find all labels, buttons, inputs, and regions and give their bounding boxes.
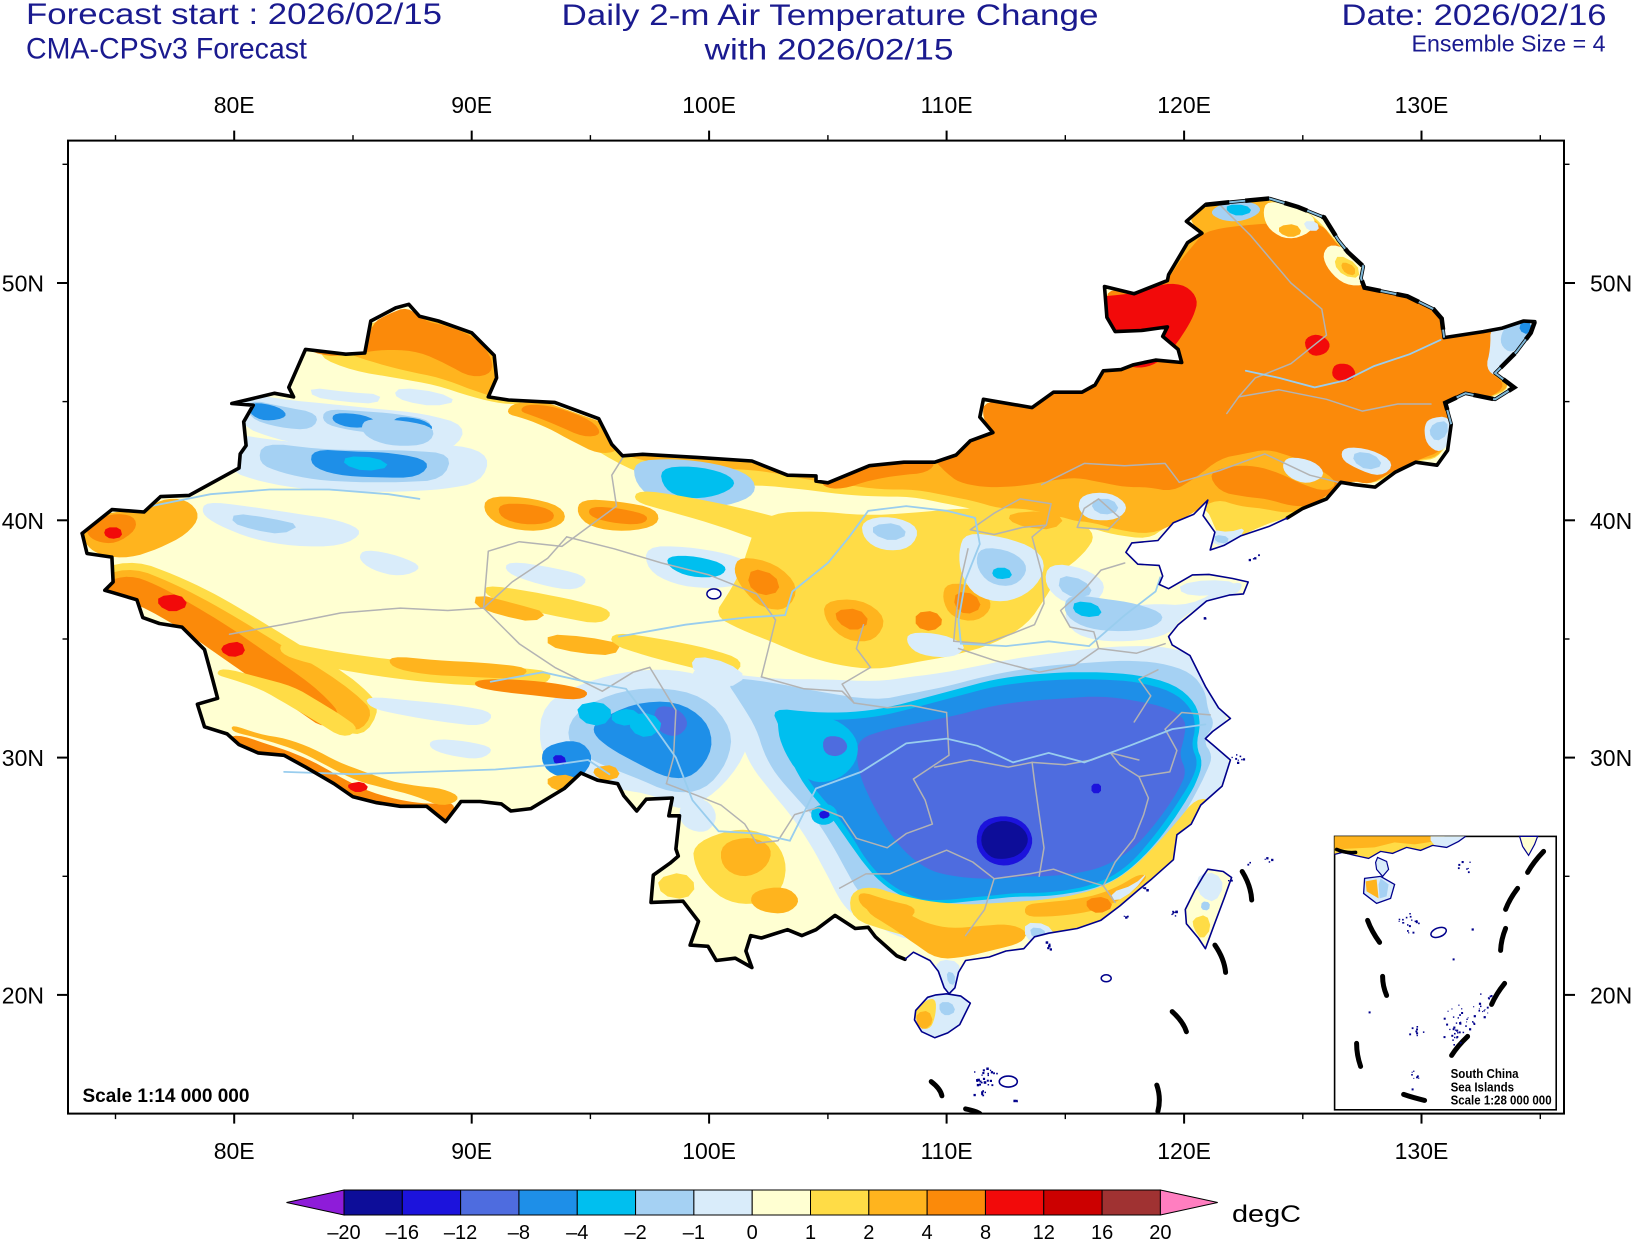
- svg-text:with 2026/02/15: with 2026/02/15: [703, 34, 953, 67]
- svg-text:–4: –4: [566, 1222, 588, 1241]
- svg-text:40N: 40N: [1590, 508, 1632, 534]
- svg-text:South China: South China: [1451, 1067, 1520, 1081]
- svg-text:Date: 2026/02/16: Date: 2026/02/16: [1342, 0, 1607, 32]
- svg-text:Ensemble Size = 4: Ensemble Size = 4: [1412, 31, 1606, 57]
- svg-text:100E: 100E: [682, 92, 736, 118]
- svg-text:80E: 80E: [214, 1138, 255, 1164]
- svg-text:degC: degC: [1232, 1201, 1301, 1228]
- svg-text:50N: 50N: [1590, 271, 1632, 297]
- svg-text:130E: 130E: [1395, 92, 1449, 118]
- svg-text:–8: –8: [508, 1222, 530, 1241]
- svg-text:90E: 90E: [451, 1138, 492, 1164]
- svg-text:Scale 1:28 000 000: Scale 1:28 000 000: [1451, 1093, 1552, 1107]
- svg-text:–2: –2: [624, 1222, 646, 1241]
- svg-text:–12: –12: [444, 1222, 477, 1241]
- svg-text:40N: 40N: [2, 508, 44, 534]
- svg-text:100E: 100E: [682, 1138, 736, 1164]
- svg-text:20N: 20N: [2, 982, 44, 1008]
- svg-text:1: 1: [805, 1222, 816, 1241]
- svg-text:110E: 110E: [921, 92, 973, 118]
- svg-text:80E: 80E: [214, 92, 255, 118]
- svg-text:16: 16: [1091, 1222, 1113, 1241]
- svg-text:120E: 120E: [1157, 1138, 1211, 1164]
- svg-text:12: 12: [1033, 1222, 1055, 1241]
- svg-text:Sea Islands: Sea Islands: [1451, 1080, 1515, 1094]
- svg-text:120E: 120E: [1157, 92, 1211, 118]
- svg-text:30N: 30N: [2, 745, 44, 771]
- svg-text:50N: 50N: [2, 271, 44, 297]
- svg-text:20N: 20N: [1590, 982, 1632, 1008]
- svg-text:110E: 110E: [921, 1138, 973, 1164]
- svg-text:CMA-CPSv3 Forecast: CMA-CPSv3 Forecast: [26, 33, 308, 66]
- svg-text:0: 0: [747, 1222, 758, 1241]
- svg-text:Scale 1:14 000 000: Scale 1:14 000 000: [83, 1086, 250, 1107]
- svg-text:–16: –16: [386, 1222, 419, 1241]
- svg-text:–20: –20: [327, 1222, 360, 1241]
- svg-text:4: 4: [922, 1222, 933, 1241]
- svg-text:8: 8: [980, 1222, 991, 1241]
- svg-text:20: 20: [1149, 1222, 1171, 1241]
- svg-text:130E: 130E: [1395, 1138, 1449, 1164]
- svg-text:30N: 30N: [1590, 745, 1632, 771]
- svg-text:–1: –1: [683, 1222, 705, 1241]
- svg-text:Daily 2-m Air Temperature Chan: Daily 2-m Air Temperature Change: [562, 0, 1099, 32]
- svg-text:2: 2: [863, 1222, 874, 1241]
- svg-text:90E: 90E: [451, 92, 492, 118]
- svg-text:Forecast start : 2026/02/15: Forecast start : 2026/02/15: [26, 0, 442, 31]
